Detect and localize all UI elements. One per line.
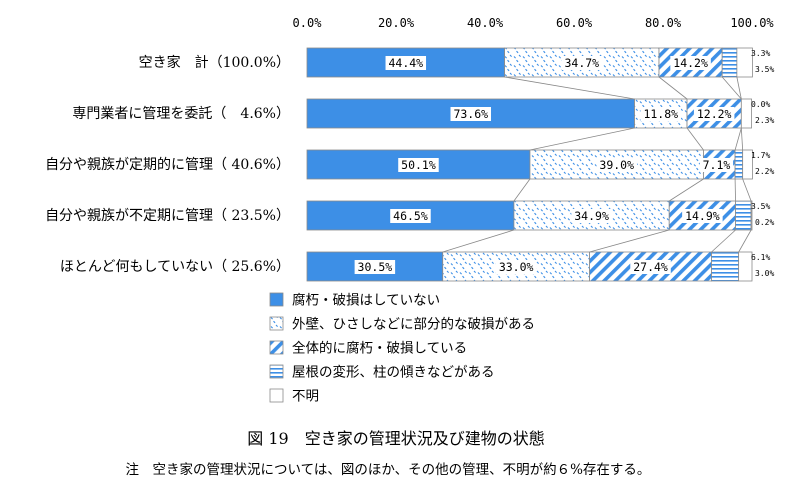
- value-label-backdrop: [398, 158, 439, 172]
- value-label-backdrop: [385, 56, 427, 70]
- x-tick-label: 100.0%: [730, 16, 774, 30]
- connector-line: [513, 178, 531, 202]
- value-label-backdrop: [561, 56, 603, 70]
- row-label: 自分や親族が不定期に管理（ 23.5%）: [45, 208, 290, 224]
- x-tick-label: 0.0%: [293, 16, 323, 30]
- legend-label: 屋根の変形、柱の傾きなどがある: [292, 364, 495, 381]
- value-label-backdrop: [450, 107, 492, 121]
- row-label: 専門業者に管理を委託（ 4.6%）: [72, 106, 290, 122]
- legend-label: 不明: [292, 389, 319, 405]
- value-label: 27.4%: [633, 260, 668, 274]
- x-tick-label: 20.0%: [378, 16, 415, 30]
- value-label: 12.2%: [697, 107, 732, 121]
- connector-line: [686, 127, 704, 151]
- value-label-small: 1.7%: [751, 151, 770, 160]
- value-label-backdrop: [630, 260, 671, 274]
- x-axis-ticks: 0.0% 20.0% 40.0% 60.0% 80.0% 100.0%: [293, 16, 775, 30]
- value-label-backdrop: [390, 209, 431, 223]
- x-tick-label: 60.0%: [556, 16, 593, 30]
- value-label-backdrop: [571, 209, 612, 223]
- value-label-small: 0.0%: [751, 100, 770, 109]
- value-label-small: 3.0%: [755, 269, 774, 278]
- connector-line: [740, 127, 744, 151]
- row-label: 空き家 計（100.0%）: [139, 54, 290, 71]
- value-label: 30.5%: [358, 260, 393, 274]
- legend-swatch: [269, 292, 284, 307]
- bar-segment: [742, 149, 753, 180]
- legend-label: 外壁、ひさしなどに部分的な破損がある: [292, 317, 535, 333]
- connector-line: [669, 178, 704, 202]
- value-label: 46.5%: [393, 209, 428, 223]
- value-label-backdrop: [693, 107, 735, 121]
- value-label-backdrop: [682, 209, 723, 223]
- bar-segment: [750, 200, 753, 231]
- connector-line: [711, 229, 736, 253]
- connector-line: [734, 127, 742, 151]
- connector-line: [529, 127, 635, 151]
- connector-line: [442, 229, 515, 253]
- value-label: 7.1%: [703, 158, 731, 172]
- value-label: 39.0%: [599, 158, 634, 172]
- bar-rows: 空き家 計（100.0%） 44.4% 34.7% 14.2% 3.3% 3.5% 専門業者…: [45, 47, 774, 282]
- value-label-backdrop: [670, 56, 711, 70]
- bar-segment: [735, 200, 752, 231]
- value-label-backdrop: [495, 260, 537, 274]
- bar-segment: [736, 47, 753, 78]
- value-label: 50.1%: [401, 158, 436, 172]
- bar-segment: [711, 251, 740, 282]
- legend: 腐朽・破損はしていない外壁、ひさしなどに部分的な破損がある全体的に腐朽・破損して…: [269, 292, 535, 405]
- value-label-backdrop: [699, 158, 734, 172]
- value-label: 14.9%: [685, 209, 720, 223]
- legend-swatch: [269, 364, 284, 379]
- legend-swatch: [269, 340, 284, 355]
- value-label-small: 2.3%: [755, 116, 774, 125]
- value-label-small: 0.2%: [755, 218, 774, 227]
- value-label-small: 3.5%: [755, 65, 774, 74]
- connector-line: [589, 229, 670, 253]
- x-tick-label: 80.0%: [645, 16, 682, 30]
- legend-swatch: [269, 388, 284, 403]
- value-label: 14.2%: [673, 56, 708, 70]
- figure-caption: 図 19 空き家の管理状況及び建物の状態: [247, 429, 544, 448]
- bar-segment: [738, 251, 753, 282]
- value-label-small: 2.2%: [755, 167, 774, 176]
- connector-line: [736, 76, 742, 100]
- legend-swatch: [269, 316, 284, 331]
- bar-segment: [734, 149, 744, 180]
- value-label-small: 6.1%: [751, 253, 770, 262]
- value-label: 33.0%: [499, 260, 534, 274]
- bar-segment: [740, 98, 752, 129]
- value-label-backdrop: [354, 260, 396, 274]
- bar-segment: [721, 47, 738, 78]
- connector-line: [738, 229, 752, 253]
- value-label-small: 3.3%: [751, 49, 770, 58]
- connector-line: [742, 178, 752, 202]
- connector-line: [504, 76, 635, 100]
- legend-label: 腐朽・破損はしていない: [292, 293, 440, 309]
- value-label-backdrop: [640, 107, 682, 121]
- row-label: 自分や親族が定期的に管理（ 40.6%）: [45, 157, 290, 173]
- x-tick-label: 40.0%: [467, 16, 504, 30]
- row-label: ほとんど何もしていない（ 25.6%）: [60, 259, 290, 275]
- value-label: 34.7%: [564, 56, 599, 70]
- value-label: 11.8%: [643, 107, 678, 121]
- value-label: 73.6%: [453, 107, 488, 121]
- connector-line: [658, 76, 688, 100]
- figure-note: 注 空き家の管理状況については、図のほか、その他の管理、不明が約６%存在する。: [126, 461, 651, 478]
- value-label-backdrop: [596, 158, 637, 172]
- value-label-small: 3.5%: [751, 202, 770, 211]
- value-label: 34.9%: [574, 209, 609, 223]
- connector-line: [721, 76, 742, 100]
- legend-label: 全体的に腐朽・破損している: [292, 340, 467, 357]
- value-label: 44.4%: [388, 56, 423, 70]
